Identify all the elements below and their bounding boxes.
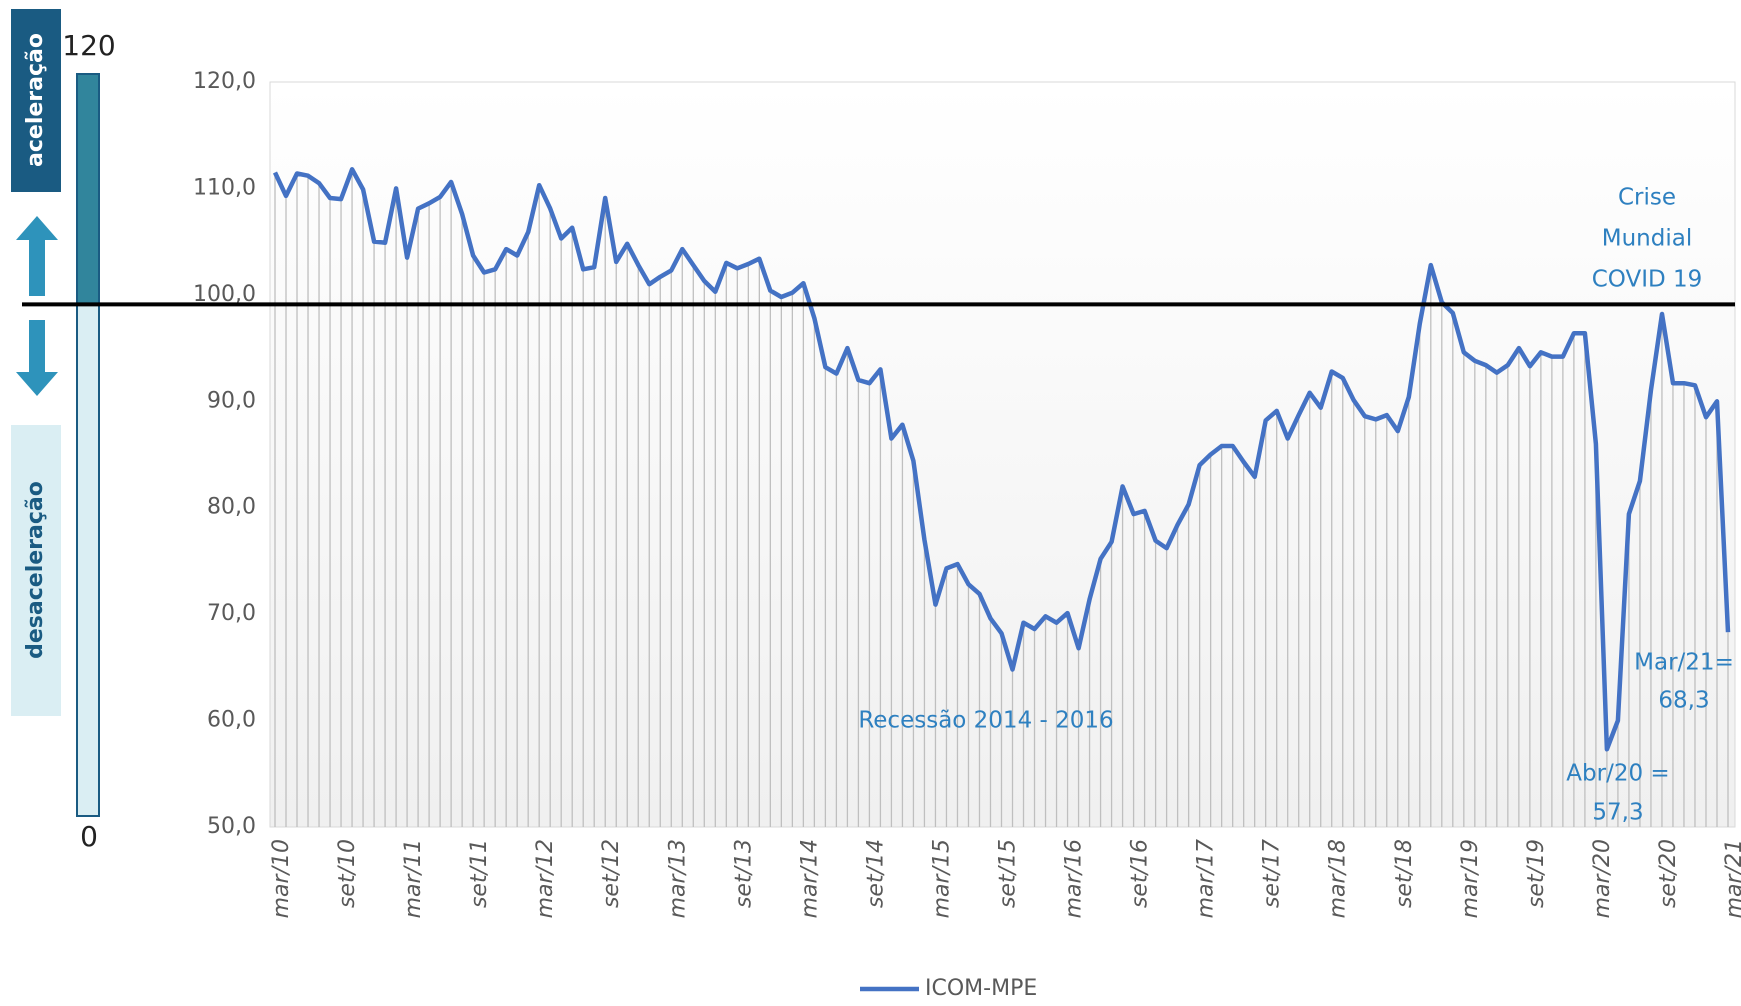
x-tick-label: mar/18: [1326, 839, 1351, 918]
up-arrow: [16, 216, 58, 296]
x-tick-label: set/19: [1524, 839, 1549, 908]
gauge: 120 0: [62, 29, 115, 853]
down-arrow: [16, 320, 58, 396]
annotation: Recessão 2014 - 2016: [858, 708, 1113, 734]
x-tick-label: set/18: [1392, 839, 1417, 908]
annotation: 68,3: [1658, 688, 1709, 714]
gauge-lower-text: desaceleração: [23, 481, 48, 659]
x-tick-label: set/10: [335, 839, 360, 908]
x-tick-label: mar/10: [269, 839, 294, 918]
upper-box: [11, 9, 61, 192]
plot: 50,060,070,080,090,0100,0110,0120,0mar/1…: [22, 69, 1741, 1001]
gauge-max-label: 120: [62, 29, 115, 62]
gauge-min-label: 0: [80, 820, 98, 853]
annotation: Crise: [1618, 185, 1676, 211]
series-line: [272, 167, 1731, 752]
lower-box: [11, 425, 61, 716]
annotation: Mar/21=: [1634, 650, 1734, 676]
x-tick-label: set/12: [599, 839, 624, 908]
x-tick-label: set/16: [1128, 839, 1153, 908]
x-tick-label: mar/13: [665, 839, 690, 918]
y-tick-label: 120,0: [193, 69, 256, 94]
annotation: COVID 19: [1592, 267, 1703, 293]
gauge-upper-text: aceleração: [23, 33, 48, 167]
y-tick-label: 60,0: [207, 708, 256, 733]
x-tick-label: mar/12: [533, 839, 558, 918]
x-tick-label: mar/16: [1062, 839, 1087, 918]
x-tick-label: mar/15: [929, 839, 954, 918]
annotation: Mundial: [1602, 226, 1692, 252]
x-tick-label: mar/14: [797, 839, 822, 918]
y-tick-label: 70,0: [207, 601, 256, 626]
y-tick-label: 110,0: [193, 175, 256, 200]
gauge-upper: [78, 75, 98, 305]
x-tick-label: mar/11: [401, 839, 426, 918]
legend-label: ICOM-MPE: [925, 976, 1037, 1001]
x-tick-label: set/13: [731, 839, 756, 908]
x-tick-label: set/15: [996, 839, 1021, 908]
x-tick-label: mar/21: [1722, 839, 1741, 918]
x-tick-label: mar/20: [1590, 839, 1615, 918]
y-tick-label: 80,0: [207, 495, 256, 520]
x-tick-label: set/20: [1656, 839, 1681, 908]
y-tick-label: 50,0: [207, 814, 256, 839]
plot-area: [269, 81, 1736, 828]
annotation: Abr/20 =: [1566, 761, 1669, 787]
x-tick-label: set/11: [467, 839, 492, 908]
x-tick-label: set/14: [863, 839, 888, 908]
x-tick-label: mar/17: [1194, 839, 1219, 918]
x-tick-label: set/17: [1260, 839, 1285, 908]
annotation: 57,3: [1592, 800, 1643, 826]
y-tick-label: 90,0: [207, 388, 256, 413]
x-tick-label: mar/19: [1458, 839, 1483, 918]
